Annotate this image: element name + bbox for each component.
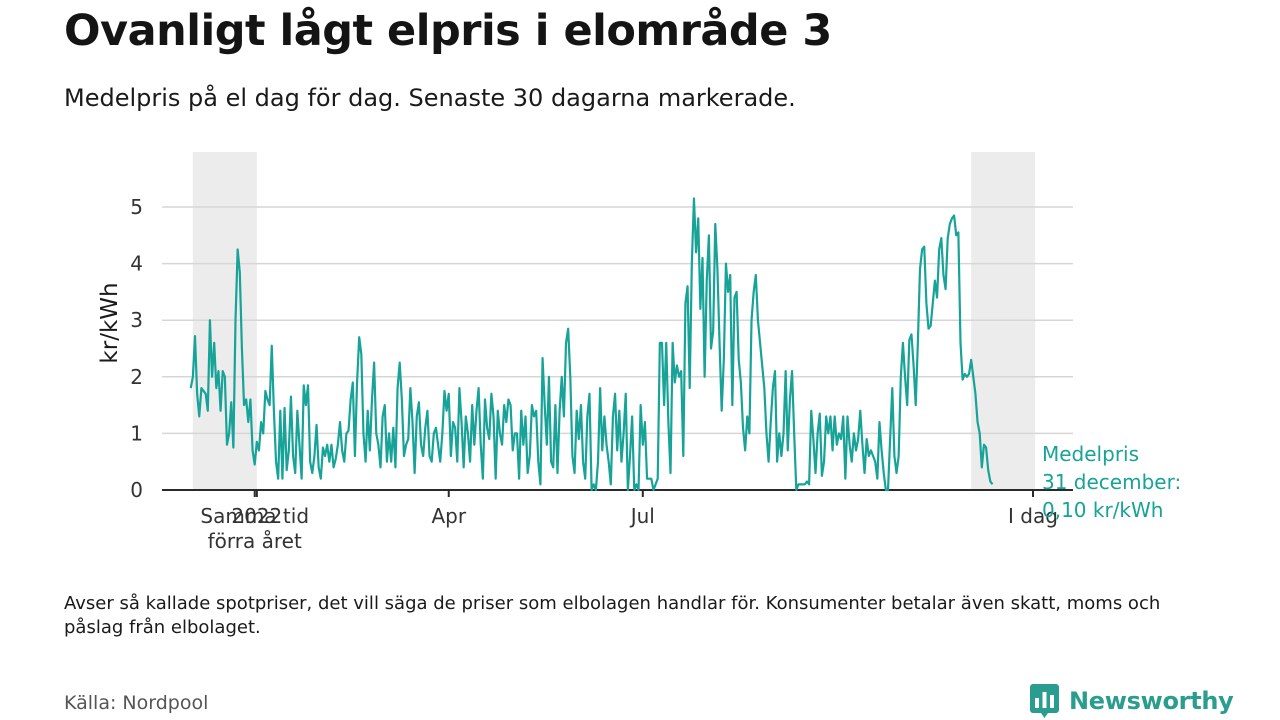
y-tick-label: 4	[130, 252, 143, 276]
y-tick-labels: 0 1 2 3 4 5	[130, 195, 143, 502]
y-axis-label: kr/kWh	[97, 282, 123, 363]
highlight-period-0	[192, 152, 257, 490]
y-tick-label: 3	[130, 308, 143, 332]
price-line-series	[189, 197, 994, 492]
y-tick-label: 1	[130, 421, 143, 445]
brand-name: Newsworthy	[1069, 687, 1234, 715]
y-tick-label: 5	[130, 195, 143, 219]
brand-logo: Newsworthy	[1030, 684, 1234, 718]
footnote: Avser så kallade spotpriser, det vill sä…	[64, 593, 1161, 638]
source-label: Källa: Nordpool	[64, 692, 209, 714]
highlight-periods	[192, 152, 1036, 490]
x-tick-label: Samma tid förra året	[200, 504, 309, 553]
x-tick-label: Apr	[431, 504, 466, 528]
x-tick-label: Jul	[629, 504, 655, 528]
chart-subtitle: Medelpris på el dag för dag. Senaste 30 …	[64, 84, 796, 112]
x-tick-label: 2022	[231, 504, 282, 528]
y-tick-label: 0	[130, 478, 143, 502]
chart-title: Ovanligt lågt elpris i elområde 3	[64, 6, 832, 56]
y-tick-label: 2	[130, 365, 143, 389]
y-gridlines	[162, 206, 1073, 435]
newsworthy-bar-chart-logo-icon	[1030, 684, 1059, 718]
latest-price-callout: Medelpris 31 december: 0,10 kr/kWh	[1042, 442, 1181, 522]
x-tick-label: I dag	[1008, 504, 1058, 528]
